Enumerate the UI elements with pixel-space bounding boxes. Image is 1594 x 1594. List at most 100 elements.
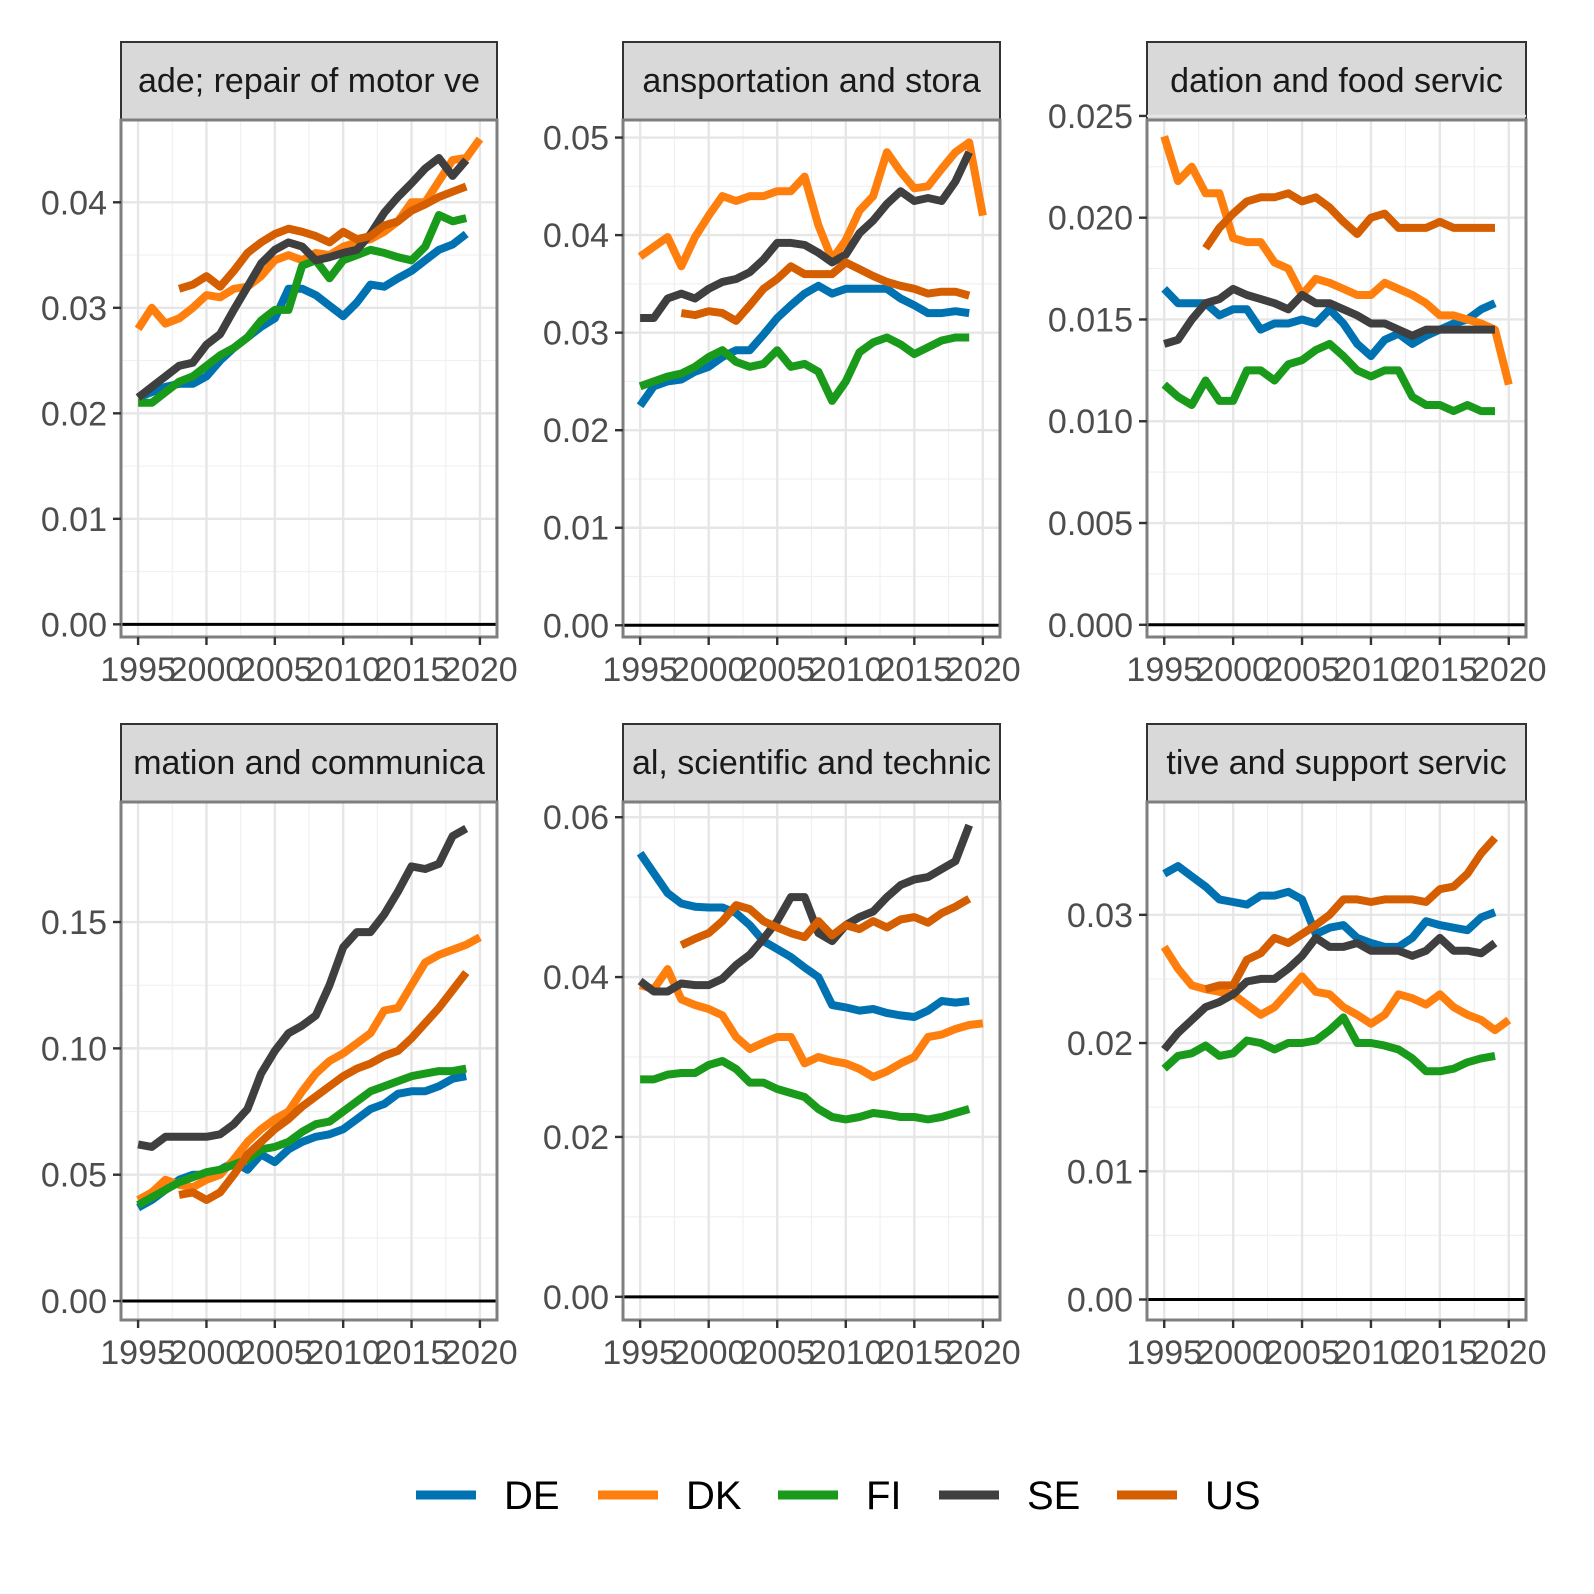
facet-panel: dation and food servic 0.000 0.005 0.010 0.0… [1048, 41, 1547, 689]
x-tick-label: 2020 [442, 1334, 518, 1372]
x-tick-label: 2020 [1471, 1334, 1547, 1372]
x-tick-label: 2020 [1471, 651, 1547, 689]
x-tick-label: 2000 [169, 1334, 245, 1372]
x-tick-label: 2010 [305, 1334, 381, 1372]
facet-panel: al, scientific and technic 0.00 0.02 0.04 0.… [543, 723, 1021, 1372]
y-tick-label: 0.10 [41, 1030, 107, 1068]
panel-border [621, 800, 1002, 1322]
legend-label-US: US [1205, 1474, 1261, 1518]
series-line-SE [640, 150, 973, 322]
y-tick-label: 0.02 [543, 412, 609, 450]
x-tick-label: 2010 [808, 1334, 884, 1372]
y-tick-label: 0.00 [543, 607, 609, 645]
facet-title: ansportation and stora [642, 62, 980, 100]
series-line-SE [1161, 933, 1498, 1053]
facet-panel: mation and communica 0.00 0.05 0.10 0.15 1995… [41, 723, 518, 1372]
y-tick-label: 0.04 [543, 217, 609, 255]
facet-title: dation and food servic [1170, 62, 1503, 100]
facet-title: ade; repair of motor ve [138, 62, 480, 100]
series-line-US [177, 182, 468, 293]
facet-strip [120, 41, 498, 121]
facet-strip [622, 41, 1001, 121]
y-tick-label: 0.020 [1048, 200, 1133, 238]
y-tick-label: 0.01 [41, 501, 107, 539]
series-line-DE [136, 230, 469, 402]
facet-panel: tive and support servic 0.00 0.01 0.02 0.03 1… [1067, 723, 1547, 1372]
series-line-US [680, 258, 971, 325]
x-tick-label: 2000 [671, 1334, 747, 1372]
facet-title: al, scientific and technic [632, 744, 991, 782]
x-tick-label: 2010 [808, 651, 884, 689]
series-line-FI [640, 1057, 971, 1124]
y-tick-label: 0.00 [41, 1283, 107, 1321]
series-line-DK [1160, 944, 1512, 1035]
y-tick-label: 0.05 [41, 1157, 107, 1195]
facet-strip [1146, 41, 1527, 121]
y-tick-label: 0.01 [1067, 1153, 1133, 1191]
series-line-SE [137, 825, 469, 1151]
y-tick-label: 0.05 [543, 120, 609, 158]
y-tick-label: 0.02 [41, 395, 107, 433]
y-tick-label: 0.005 [1048, 505, 1133, 543]
series-line-SE [1163, 284, 1495, 348]
facet-title: tive and support servic [1166, 744, 1506, 782]
x-tick-label: 1995 [100, 651, 176, 689]
y-tick-label: 0.015 [1048, 301, 1133, 339]
y-tick-label: 0.03 [1067, 897, 1133, 935]
series-line-US [1202, 189, 1495, 251]
panel-border [1145, 800, 1528, 1322]
legend-label-DK: DK [686, 1474, 742, 1518]
series-line-FI [138, 211, 468, 407]
series-line-DK [136, 933, 482, 1204]
panel-border [119, 118, 499, 639]
panel-border [1145, 118, 1528, 639]
y-tick-label: 0.00 [543, 1279, 609, 1317]
legend-label-DE: DE [504, 1474, 560, 1518]
x-tick-label: 2005 [1264, 1334, 1340, 1372]
facet-panel: ade; repair of motor ve 0.00 0.01 0.02 0.03 0… [41, 41, 518, 689]
series-line-DE [636, 850, 970, 1021]
x-tick-label: 1995 [602, 1334, 678, 1372]
y-tick-label: 0.010 [1048, 403, 1133, 441]
series-line-DK [637, 138, 987, 271]
y-tick-label: 0.15 [41, 904, 107, 942]
x-tick-label: 2005 [739, 1334, 815, 1372]
panel-border [621, 118, 1002, 639]
x-tick-label: 2000 [169, 651, 245, 689]
y-tick-label: 0.04 [41, 184, 107, 222]
series-line-DK [638, 965, 984, 1081]
y-tick-label: 0.01 [543, 510, 609, 548]
series-line-DE [636, 281, 970, 409]
x-tick-label: 2020 [945, 1334, 1021, 1372]
x-tick-label: 2005 [739, 651, 815, 689]
x-tick-label: 2015 [876, 651, 952, 689]
x-tick-label: 2015 [1402, 651, 1478, 689]
y-tick-label: 0.06 [543, 799, 609, 837]
y-tick-label: 0.02 [1067, 1025, 1133, 1063]
series-line-SE [135, 154, 470, 401]
x-tick-label: 2020 [945, 651, 1021, 689]
x-tick-label: 1995 [100, 1334, 176, 1372]
series-line-SE [637, 823, 973, 996]
y-tick-label: 0.00 [41, 606, 107, 644]
series-line-US [1204, 835, 1498, 994]
y-tick-label: 0.03 [543, 315, 609, 353]
panel-border [119, 800, 499, 1322]
series-line-FI [136, 1064, 467, 1209]
x-tick-label: 2010 [305, 651, 381, 689]
x-tick-label: 2010 [1333, 1334, 1409, 1372]
x-tick-label: 2010 [1333, 651, 1409, 689]
series-line-DE [1162, 862, 1497, 951]
series-line-DK [1160, 135, 1513, 386]
facet-panel: ansportation and stora 0.00 0.01 0.02 0.03 0.… [543, 41, 1021, 689]
legend: DE DK FI SE US [416, 1474, 1261, 1518]
series-line-FI [1161, 1013, 1496, 1076]
x-tick-label: 2000 [671, 651, 747, 689]
x-tick-label: 1995 [1126, 1334, 1202, 1372]
x-tick-label: 2005 [237, 651, 313, 689]
y-tick-label: 0.02 [543, 1119, 609, 1157]
x-tick-label: 1995 [1126, 651, 1202, 689]
x-tick-label: 2015 [374, 651, 450, 689]
x-tick-label: 2005 [1264, 651, 1340, 689]
